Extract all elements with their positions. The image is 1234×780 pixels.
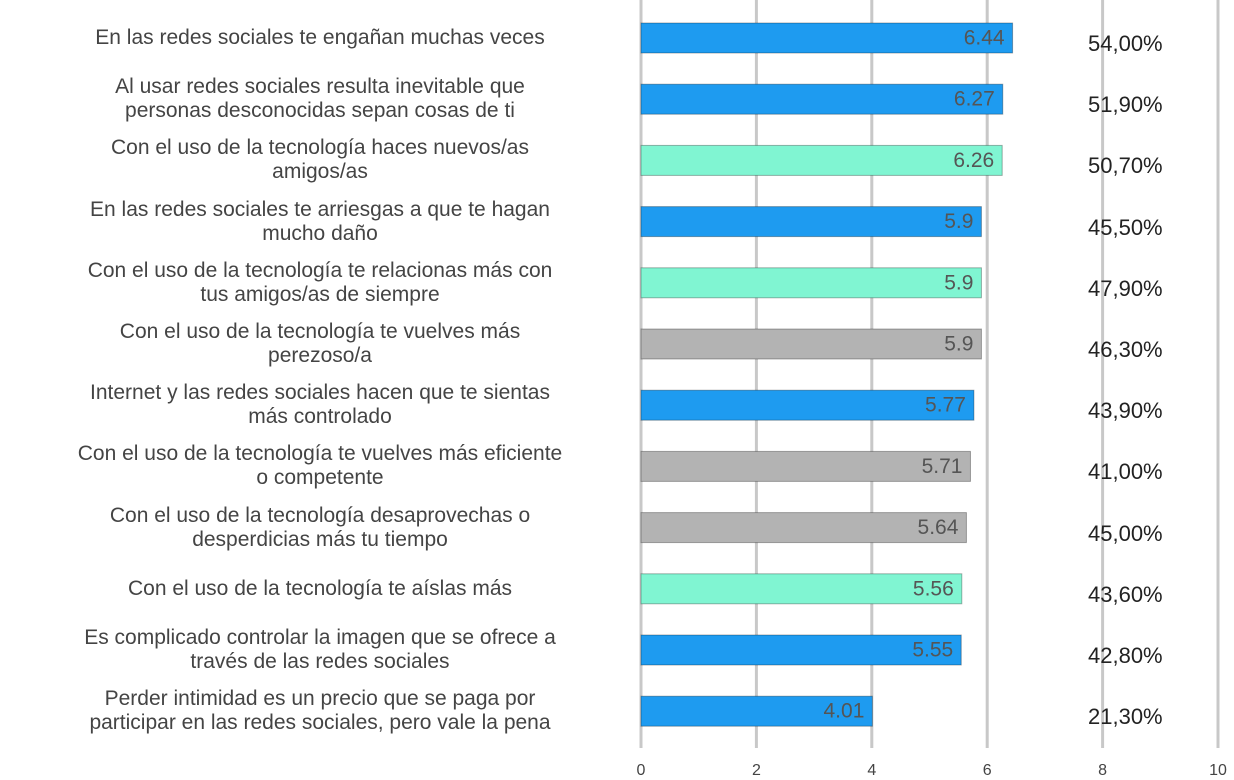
percent-label: 46,30% — [1088, 337, 1163, 362]
category-label: En las redes sociales te engañan muchas … — [95, 26, 545, 49]
percent-label: 41,00% — [1088, 459, 1163, 485]
percent-label: 45,50% — [1088, 214, 1163, 240]
percent-label: 42,80% — [1088, 643, 1163, 668]
bar — [640, 144, 1003, 176]
bar-value-label: 6.44 — [964, 27, 1005, 50]
bar-value-label: 5.64 — [918, 516, 959, 539]
bar-value-label: 6.26 — [953, 149, 994, 172]
bar — [640, 83, 1004, 115]
bar — [640, 22, 1014, 54]
bar — [640, 573, 963, 605]
bar — [640, 389, 975, 421]
bar-value-label: 5.9 — [944, 210, 973, 233]
bar-value-label: 5.9 — [944, 333, 973, 356]
category-label: Con el uso de la tecnología te vuelves m… — [119, 320, 521, 367]
bar-value-label: 4.01 — [824, 700, 865, 723]
bar — [640, 695, 873, 727]
category-label: Con el uso de la tecnología desaprovecha… — [109, 503, 531, 551]
bar-value-label: 5.55 — [912, 639, 953, 662]
percent-label: 51,90% — [1088, 92, 1163, 118]
category-label: Con el uso de la tecnología te vuelves m… — [77, 442, 563, 490]
bar — [640, 512, 967, 544]
category-label: Con el uso de la tecnología haces nuevos… — [111, 136, 529, 184]
bar-value-label: 6.27 — [954, 88, 995, 111]
category-label: Al usar redes sociales resulta inevitabl… — [115, 75, 525, 123]
category-label: En las redes sociales te arriesgas a que… — [90, 197, 550, 245]
percent-label: 45,00% — [1088, 520, 1163, 546]
percent-label: 47,90% — [1088, 275, 1163, 301]
category-label: Con el uso de la tecnología te aíslas má… — [127, 576, 513, 600]
percent-label: 21,30% — [1088, 704, 1163, 730]
bar — [640, 328, 982, 360]
category-label: Perder intimidad es un precio que se pag… — [89, 687, 551, 735]
bar-value-label: 5.56 — [913, 577, 954, 600]
bar — [640, 206, 982, 238]
percent-label: 54,00% — [1088, 31, 1163, 56]
bar-value-label: 5.71 — [922, 455, 963, 478]
x-tick-label: 8 — [1098, 762, 1107, 779]
percent-label: 50,70% — [1088, 153, 1163, 179]
bar — [640, 267, 982, 299]
x-tick-label: 4 — [867, 762, 876, 779]
x-tick-label: 0 — [637, 762, 646, 779]
category-label: Es complicado controlar la imagen que se… — [84, 626, 556, 673]
bar-value-label: 5.77 — [925, 394, 966, 417]
category-label: Internet y las redes sociales hacen que … — [90, 381, 550, 429]
category-label: Con el uso de la tecnología te relaciona… — [87, 258, 553, 306]
x-tick-label: 10 — [1209, 762, 1227, 779]
x-tick-label: 2 — [752, 762, 761, 779]
x-tick-label: 6 — [983, 762, 992, 779]
bar — [640, 450, 971, 482]
percent-label: 43,90% — [1088, 398, 1163, 424]
bar-value-label: 5.9 — [944, 271, 973, 294]
bar — [640, 634, 962, 666]
percent-label: 43,60% — [1088, 581, 1163, 607]
